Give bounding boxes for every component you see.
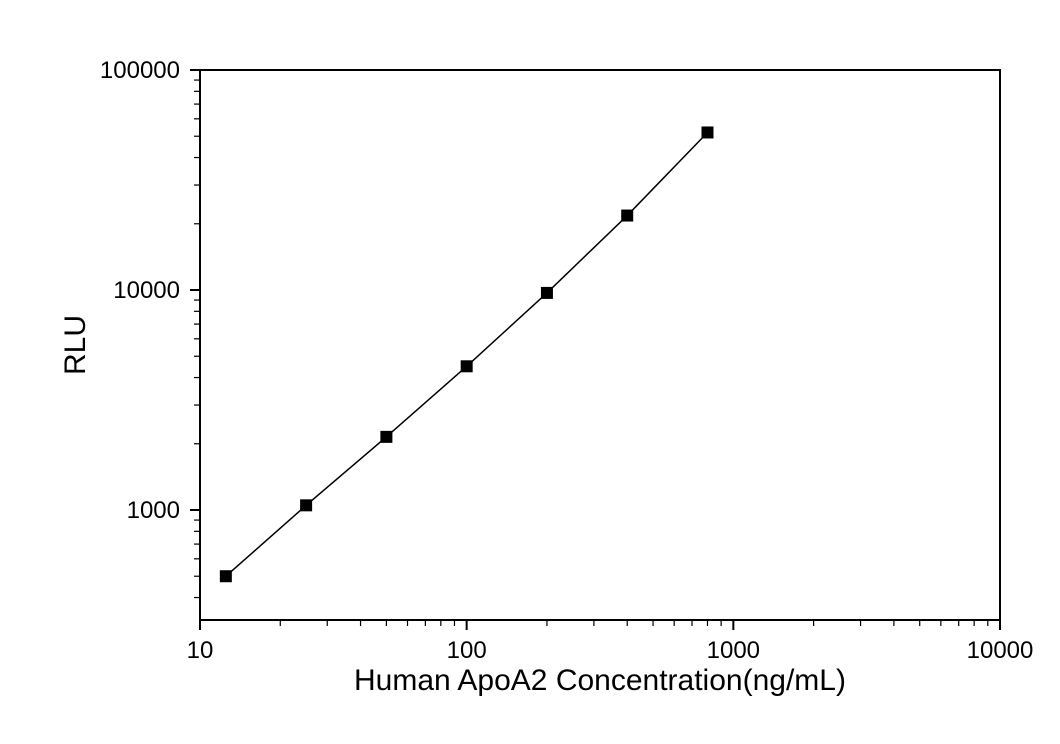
x-axis-label: Human ApoA2 Concentration(ng/mL) [354, 664, 846, 697]
data-point [381, 431, 392, 442]
calibration-chart: 10 100 1000 10000 1000 10000 100000 Human ApoA2… [0, 0, 1060, 744]
data-point [301, 500, 312, 511]
chart-background [0, 0, 1060, 744]
data-point [622, 210, 633, 221]
y-axis-label: RLU [59, 315, 92, 375]
x-tick-label: 10 [187, 637, 214, 664]
chart-container: 10 100 1000 10000 1000 10000 100000 Human ApoA2… [0, 0, 1060, 744]
y-tick-label: 1000 [127, 497, 180, 524]
data-point [220, 571, 231, 582]
x-tick-label: 10000 [967, 637, 1034, 664]
data-point [702, 127, 713, 138]
y-tick-label: 100000 [100, 57, 180, 84]
data-point [541, 287, 552, 298]
x-tick-label: 100 [447, 637, 487, 664]
x-tick-label: 1000 [707, 637, 760, 664]
data-point [461, 361, 472, 372]
y-tick-label: 10000 [113, 277, 180, 304]
